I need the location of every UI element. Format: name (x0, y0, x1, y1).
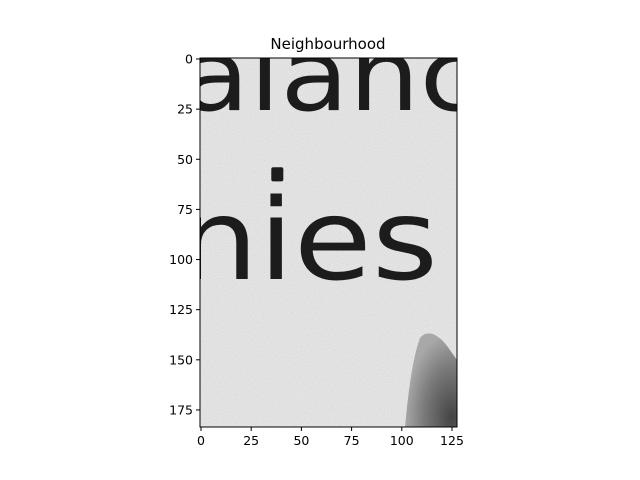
x-tick-label: 75 (344, 433, 360, 448)
image-text-top: alanc (181, 17, 481, 134)
x-tick-label: 0 (197, 433, 205, 448)
y-tick-label: 25 (177, 102, 193, 117)
axes-frame (199, 57, 458, 428)
y-tick-label: 150 (169, 352, 193, 367)
y-tick-label: 0 (185, 52, 193, 67)
y-tick-label: 100 (169, 252, 193, 267)
image-text-bottom: nies (178, 176, 438, 306)
x-tick-label: 125 (440, 433, 464, 448)
x-tick-label: 25 (243, 433, 259, 448)
chart-title: Neighbourhood (270, 35, 385, 53)
image-i-dot (271, 167, 284, 182)
y-tick-label: 75 (177, 202, 193, 217)
x-tick-label: 50 (293, 433, 309, 448)
x-axis: 0 25 50 75 100 125 (197, 427, 464, 448)
y-tick-label: 175 (169, 402, 193, 417)
x-tick-label: 100 (390, 433, 414, 448)
image-panel: alanc nies (178, 17, 481, 427)
y-tick-label: 50 (177, 152, 193, 167)
image-dark-patch (405, 333, 457, 427)
y-axis: 0 25 50 75 100 125 150 175 (169, 52, 200, 417)
y-tick-label: 125 (169, 302, 193, 317)
